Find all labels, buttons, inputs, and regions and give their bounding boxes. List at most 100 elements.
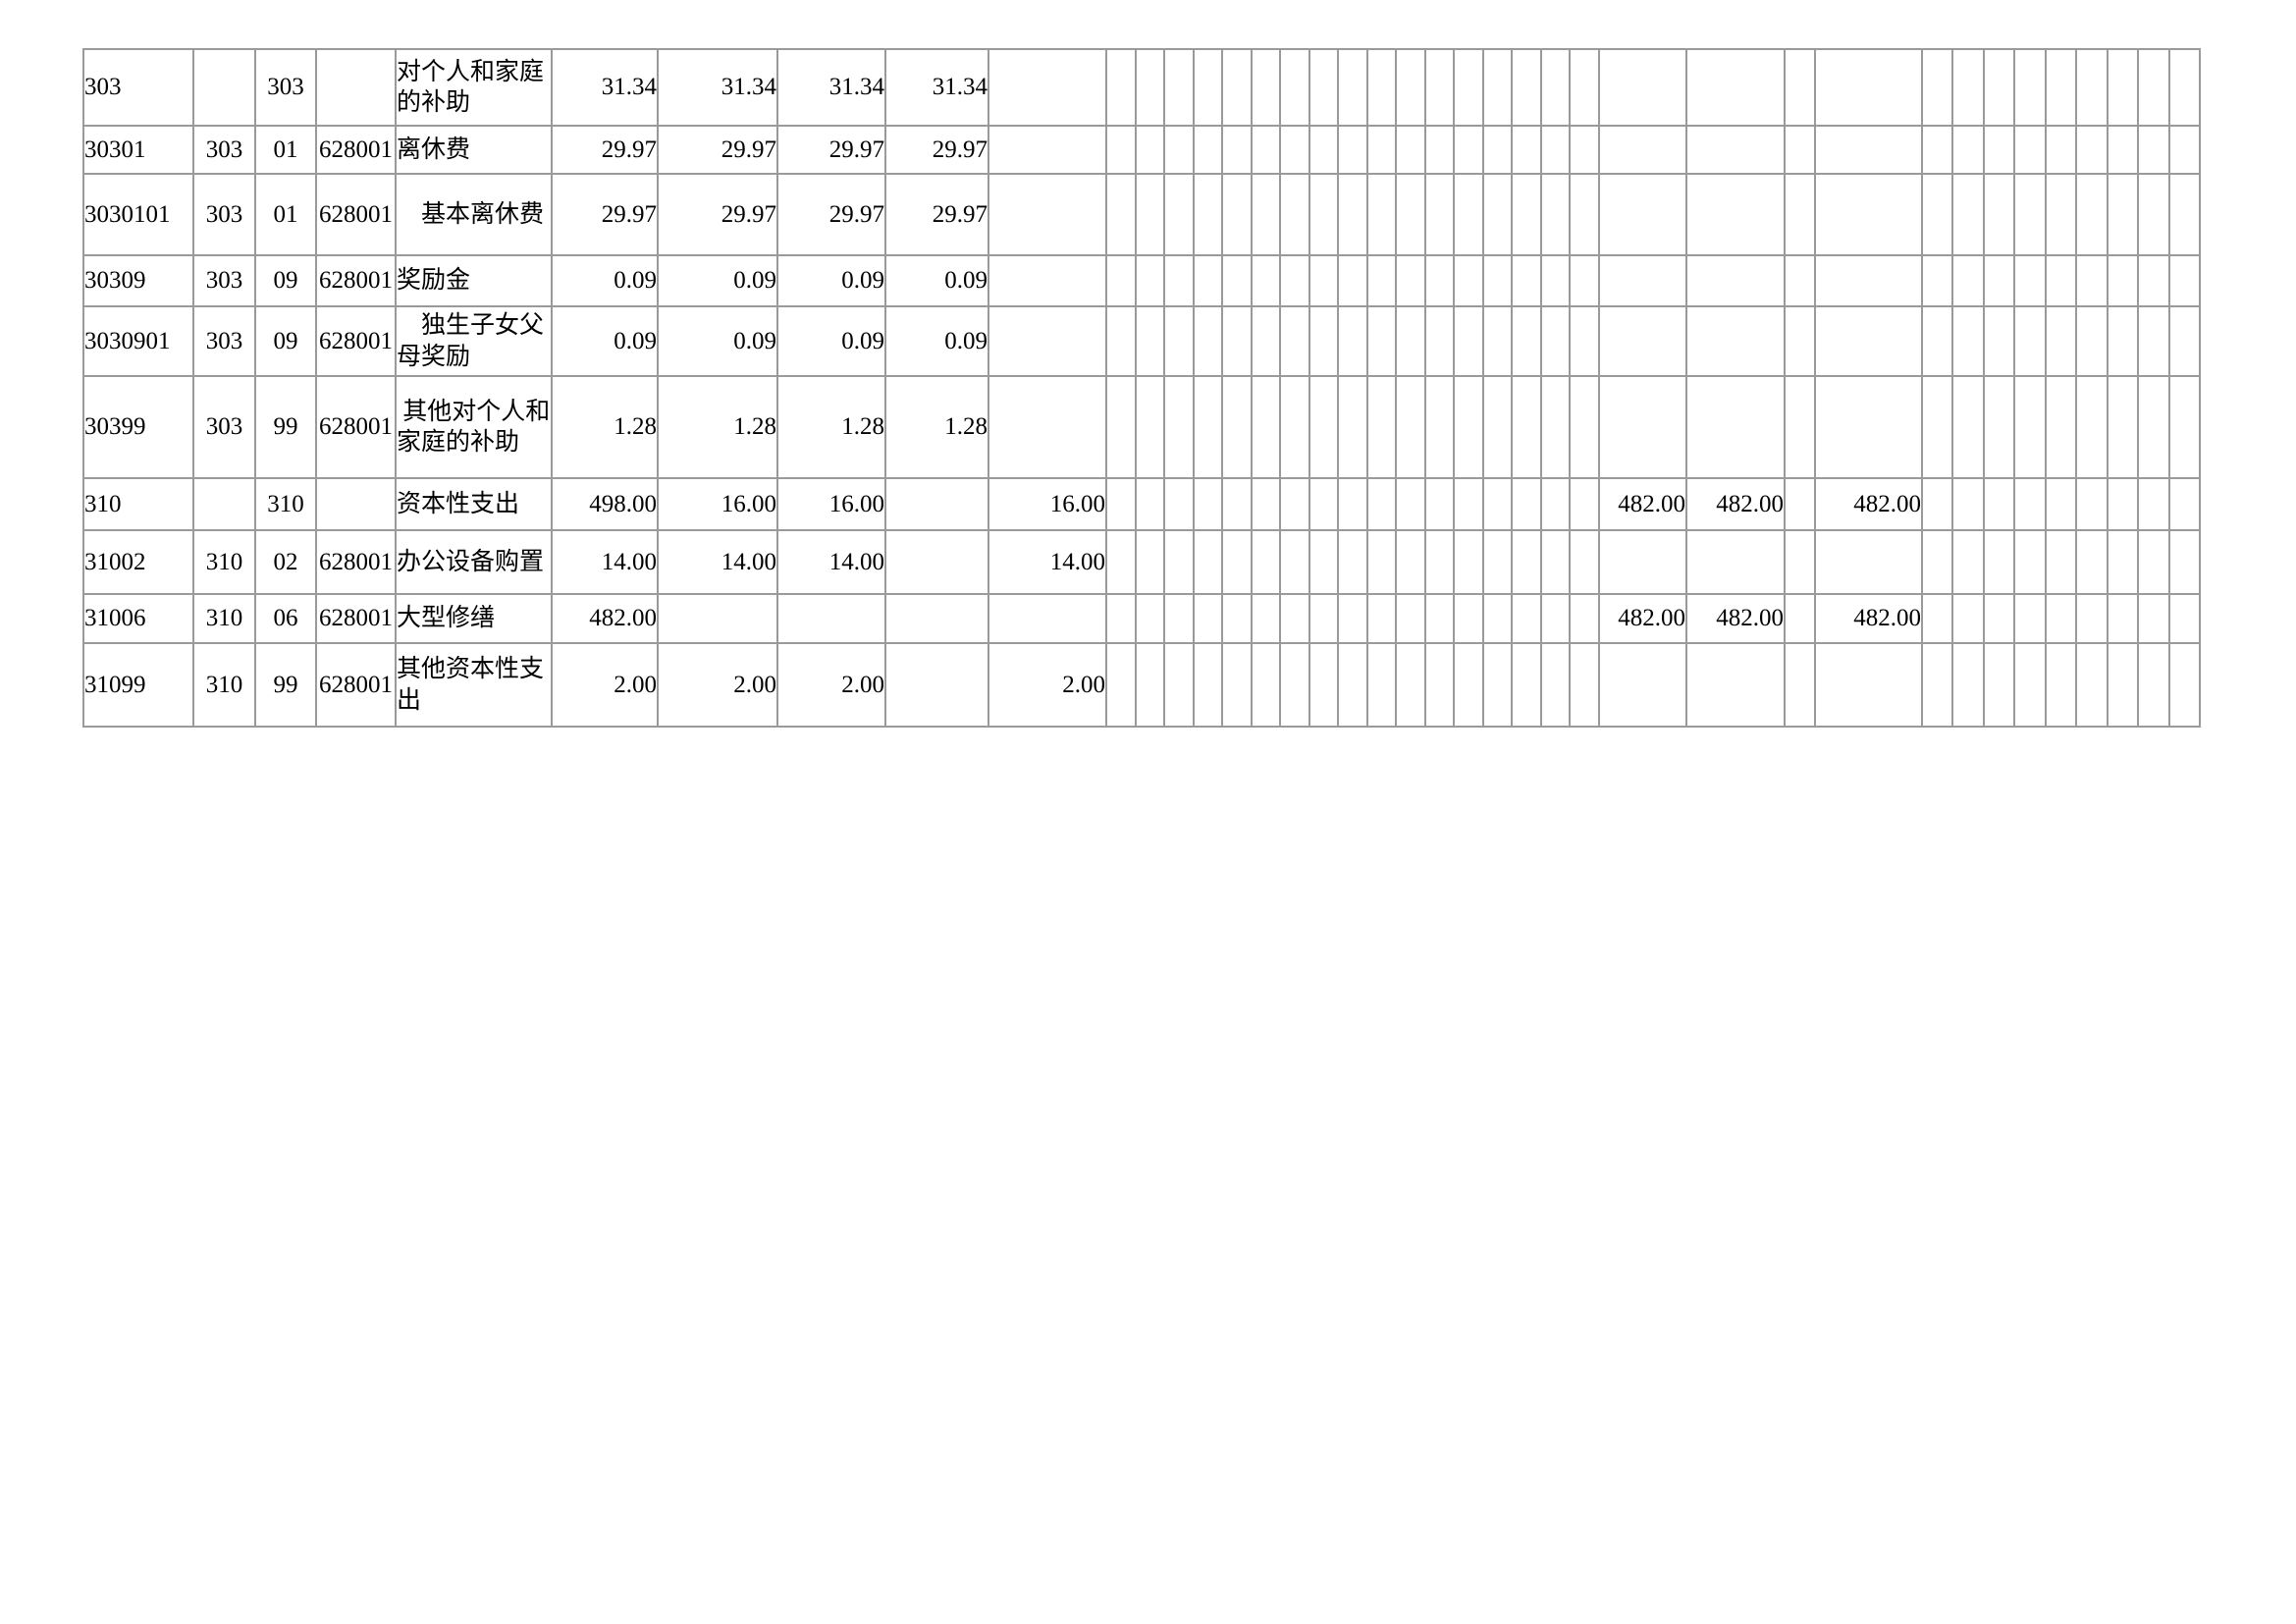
cell-empty bbox=[1366, 642, 1397, 728]
cell-empty bbox=[1482, 254, 1513, 307]
cell-empty bbox=[2013, 529, 2047, 595]
cell-empty bbox=[2137, 48, 2170, 127]
cell-amount bbox=[1814, 125, 1923, 175]
cell-subclass-code: 310 bbox=[254, 477, 317, 531]
cell-empty bbox=[1511, 477, 1542, 531]
cell-empty bbox=[1366, 48, 1397, 127]
cell-empty bbox=[1951, 642, 1985, 728]
cell-empty bbox=[1453, 173, 1484, 256]
cell-amount: 482.00 bbox=[1598, 477, 1687, 531]
cell-empty bbox=[1921, 305, 1953, 377]
cell-amount: 0.09 bbox=[551, 254, 659, 307]
cell-empty bbox=[2045, 305, 2077, 377]
cell-empty bbox=[1279, 125, 1310, 175]
cell-empty bbox=[2137, 477, 2170, 531]
cell-empty bbox=[1983, 642, 2015, 728]
cell-amount: 16.00 bbox=[776, 477, 886, 531]
cell-fund-code: 628001 bbox=[315, 642, 397, 728]
cell-empty bbox=[1395, 305, 1426, 377]
cell-amount: 482.00 bbox=[1685, 477, 1786, 531]
cell-empty bbox=[1424, 254, 1455, 307]
cell-empty bbox=[1540, 529, 1571, 595]
cell-subclass-code: 02 bbox=[254, 529, 317, 595]
cell-empty bbox=[1337, 48, 1368, 127]
cell-amount bbox=[1598, 254, 1687, 307]
cell-empty bbox=[1193, 642, 1223, 728]
cell-empty bbox=[1221, 529, 1253, 595]
cell-empty bbox=[1424, 305, 1455, 377]
cell-empty bbox=[1921, 48, 1953, 127]
cell-empty bbox=[1251, 305, 1281, 377]
cell-empty bbox=[1511, 48, 1542, 127]
cell-amount: 482.00 bbox=[551, 593, 659, 644]
cell-empty bbox=[1193, 125, 1223, 175]
cell-empty bbox=[1540, 642, 1571, 728]
cell-empty bbox=[1482, 48, 1513, 127]
cell-class-code: 303 bbox=[192, 125, 256, 175]
cell-empty bbox=[1784, 125, 1816, 175]
cell-empty bbox=[1105, 477, 1137, 531]
cell-amount bbox=[1814, 254, 1923, 307]
cell-amount: 29.97 bbox=[551, 173, 659, 256]
cell-empty bbox=[2168, 305, 2201, 377]
cell-amount bbox=[657, 593, 778, 644]
cell-empty bbox=[1221, 125, 1253, 175]
table-row: 303 303 对个人和家庭 的补助 31.34 31.34 31.34 31.34 bbox=[82, 48, 2201, 127]
cell-empty bbox=[1482, 173, 1513, 256]
cell-empty bbox=[1569, 173, 1600, 256]
cell-empty bbox=[1951, 254, 1985, 307]
cell-empty bbox=[1308, 125, 1339, 175]
cell-amount bbox=[988, 48, 1107, 127]
cell-empty bbox=[1983, 173, 2015, 256]
table-row: 3030901 303 09 628001 独生子女父 母奖励 0.09 0.09 0.09… bbox=[82, 305, 2201, 377]
cell-amount: 16.00 bbox=[657, 477, 778, 531]
cell-subclass-code: 99 bbox=[254, 642, 317, 728]
cell-amount: 29.97 bbox=[884, 125, 989, 175]
cell-amount: 2.00 bbox=[988, 642, 1107, 728]
cell-empty bbox=[1105, 642, 1137, 728]
cell-amount: 14.00 bbox=[988, 529, 1107, 595]
cell-empty bbox=[1511, 125, 1542, 175]
cell-amount: 2.00 bbox=[657, 642, 778, 728]
cell-empty bbox=[2045, 593, 2077, 644]
cell-empty bbox=[1105, 125, 1137, 175]
cell-empty bbox=[2075, 305, 2109, 377]
cell-subclass-code: 01 bbox=[254, 173, 317, 256]
cell-empty bbox=[1983, 593, 2015, 644]
cell-amount bbox=[1685, 125, 1786, 175]
cell-empty bbox=[1395, 254, 1426, 307]
cell-empty bbox=[2075, 173, 2109, 256]
cell-amount bbox=[1685, 173, 1786, 256]
cell-empty bbox=[1453, 529, 1484, 595]
cell-empty bbox=[1569, 48, 1600, 127]
cell-empty bbox=[1279, 173, 1310, 256]
cell-empty bbox=[1395, 642, 1426, 728]
cell-empty bbox=[2013, 477, 2047, 531]
cell-empty bbox=[1424, 642, 1455, 728]
cell-empty bbox=[1163, 305, 1195, 377]
cell-item-code: 310 bbox=[82, 477, 194, 531]
cell-empty bbox=[1395, 529, 1426, 595]
cell-empty bbox=[1221, 48, 1253, 127]
cell-amount: 0.09 bbox=[657, 254, 778, 307]
cell-empty bbox=[1105, 529, 1137, 595]
cell-amount: 1.28 bbox=[657, 375, 778, 479]
cell-item-code: 30309 bbox=[82, 254, 194, 307]
cell-empty bbox=[1569, 254, 1600, 307]
cell-amount: 29.97 bbox=[776, 125, 886, 175]
cell-empty bbox=[1135, 375, 1165, 479]
cell-empty bbox=[1569, 375, 1600, 479]
cell-empty bbox=[1983, 529, 2015, 595]
cell-amount: 29.97 bbox=[657, 173, 778, 256]
cell-amount bbox=[1814, 173, 1923, 256]
cell-empty bbox=[1279, 375, 1310, 479]
cell-amount: 31.34 bbox=[657, 48, 778, 127]
cell-empty bbox=[1135, 305, 1165, 377]
cell-item-code: 303 bbox=[82, 48, 194, 127]
cell-empty bbox=[1983, 125, 2015, 175]
cell-amount: 0.09 bbox=[884, 254, 989, 307]
cell-fund-code: 628001 bbox=[315, 305, 397, 377]
cell-amount bbox=[1685, 375, 1786, 479]
cell-empty bbox=[1251, 48, 1281, 127]
cell-amount: 498.00 bbox=[551, 477, 659, 531]
